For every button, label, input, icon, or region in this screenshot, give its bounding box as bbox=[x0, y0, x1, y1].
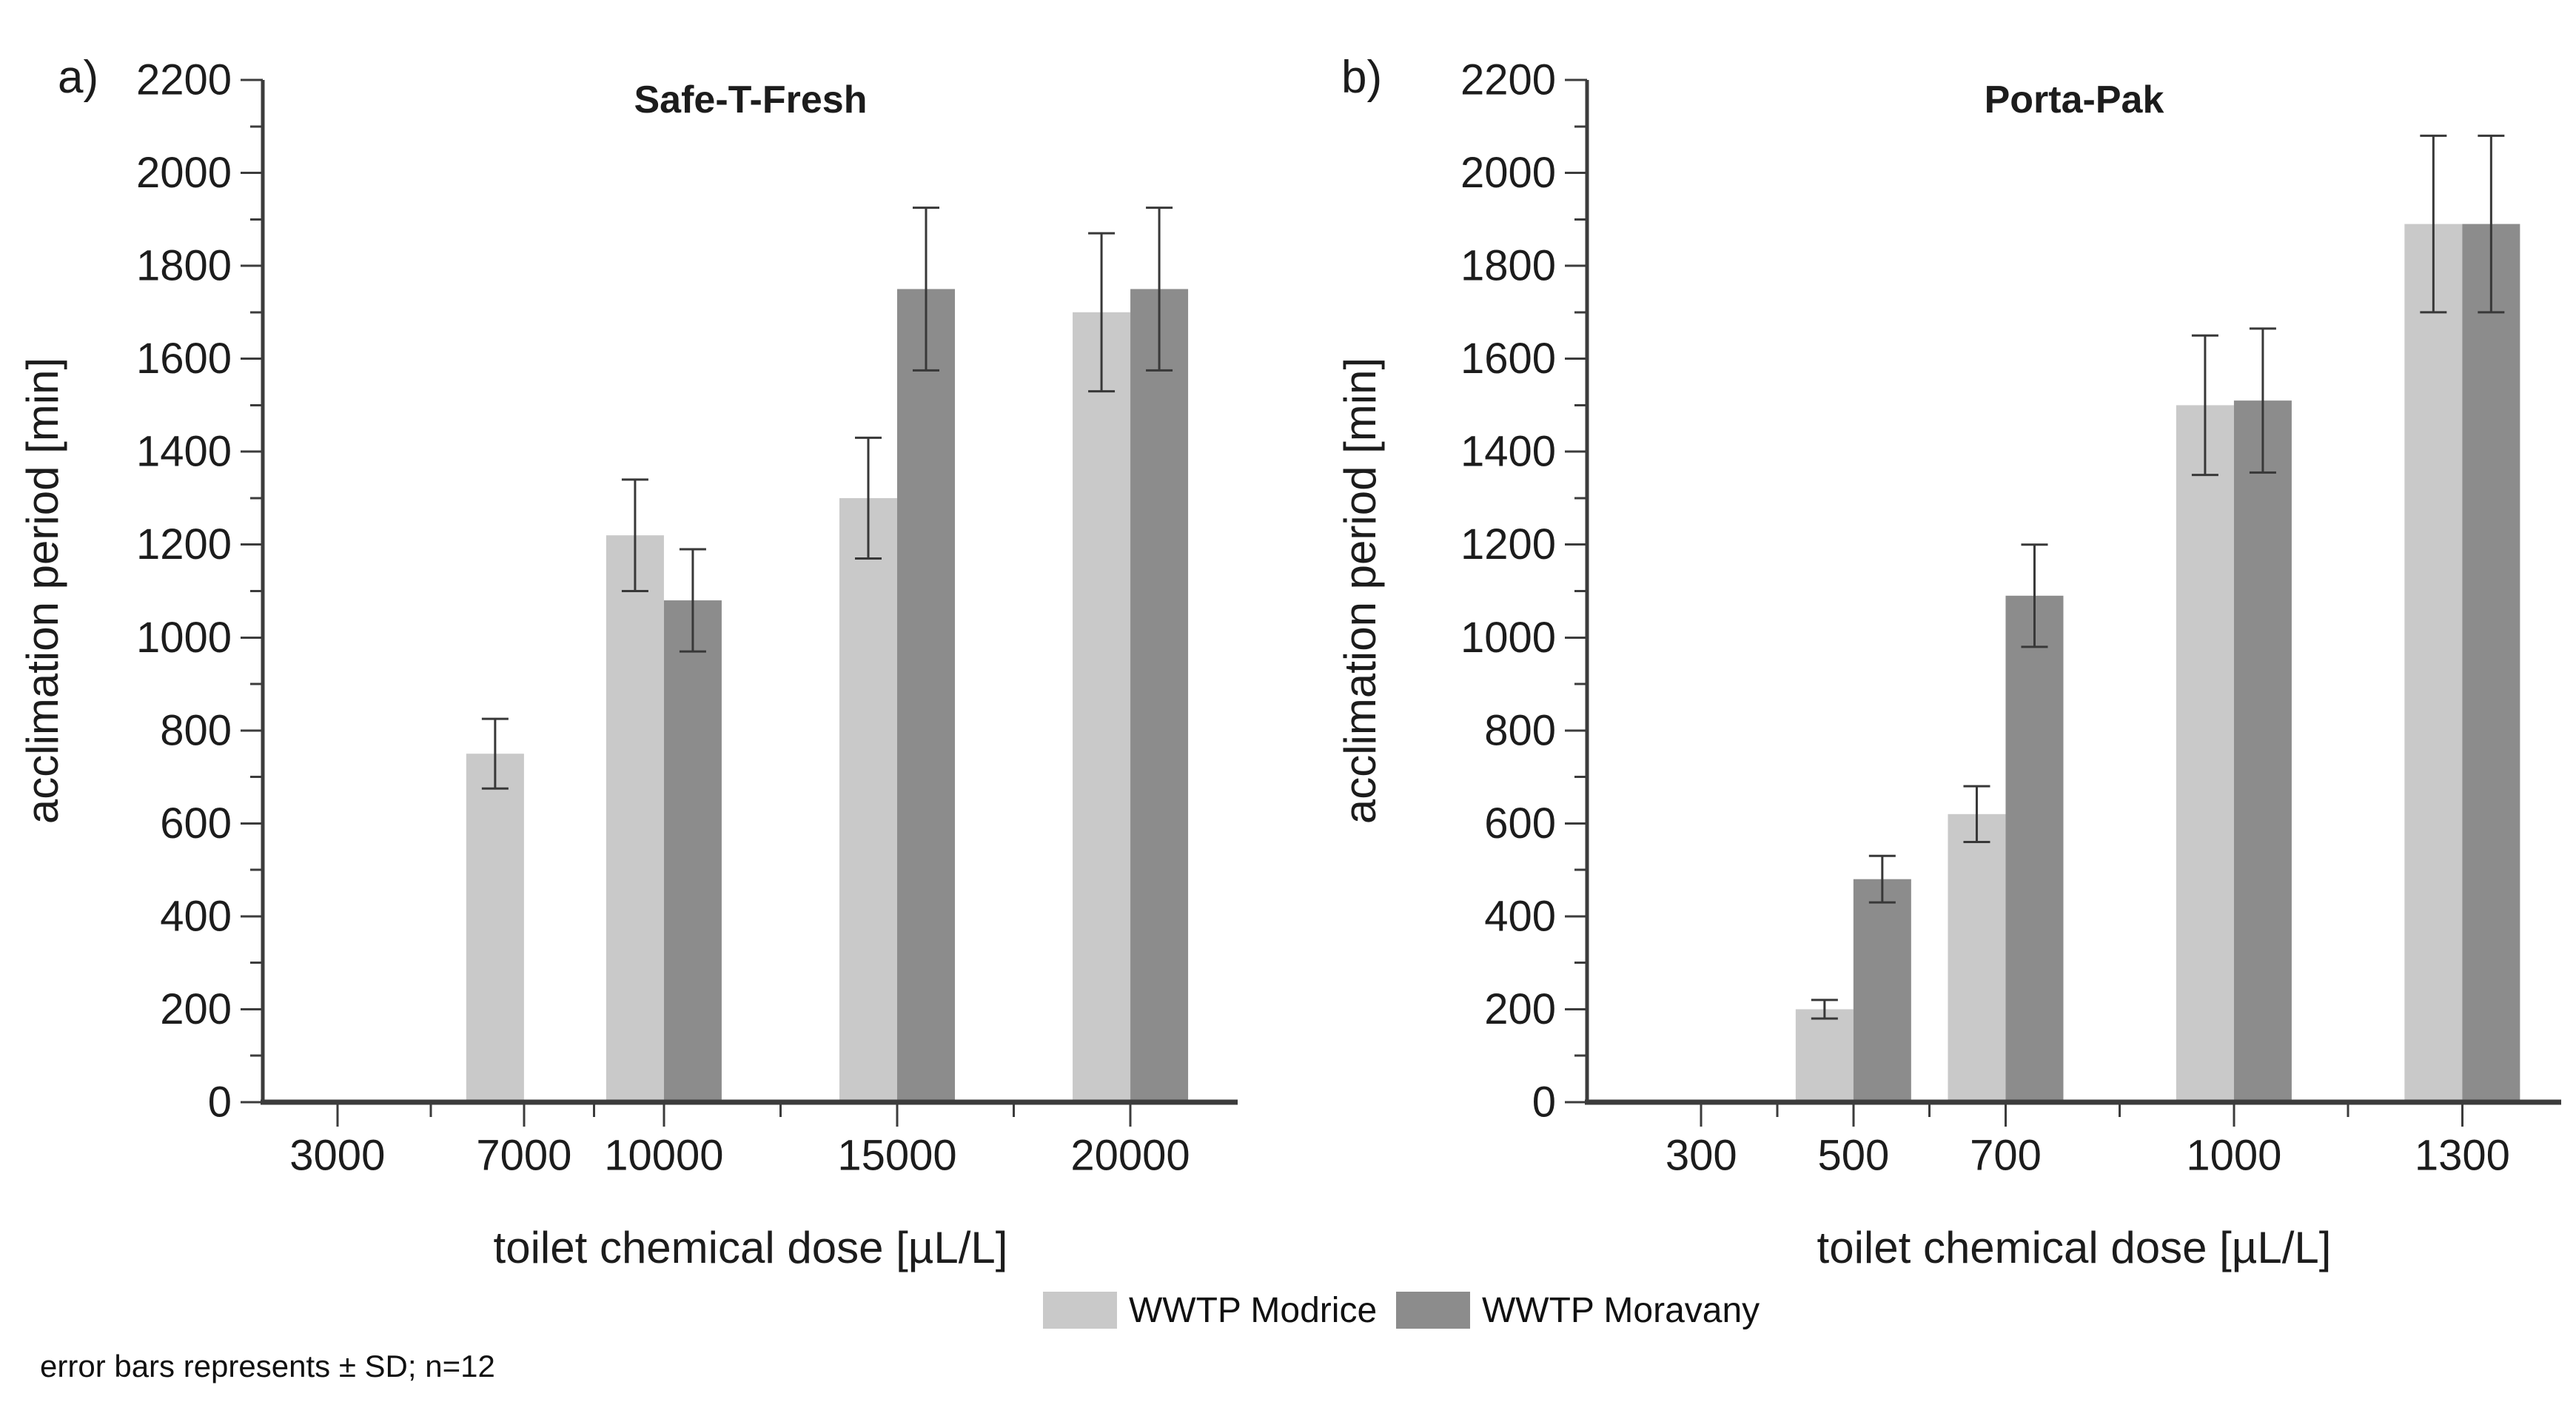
x-tick-label: 3000 bbox=[289, 1132, 385, 1180]
y-tick-label: 1000 bbox=[1460, 614, 1556, 662]
legend-swatch-modrice bbox=[1043, 1292, 1117, 1329]
bar-wwtp-modrice-700 bbox=[1948, 814, 2006, 1102]
y-tick-label: 2000 bbox=[1460, 149, 1556, 197]
bar-wwtp-modrice-500 bbox=[1795, 1009, 1854, 1102]
legend-item-modrice: WWTP Modrice bbox=[1043, 1290, 1378, 1330]
y-tick-label: 0 bbox=[208, 1078, 232, 1127]
y-tick-label: 0 bbox=[1532, 1078, 1556, 1127]
chart-a-x-axis-title: toilet chemical dose [µL/L] bbox=[494, 1223, 1008, 1272]
y-tick-label: 1000 bbox=[136, 614, 232, 662]
y-tick-label: 2200 bbox=[1460, 56, 1556, 104]
y-tick-label: 200 bbox=[1484, 985, 1556, 1033]
x-tick-label: 300 bbox=[1666, 1132, 1737, 1180]
x-tick-label: 10000 bbox=[604, 1132, 723, 1180]
y-tick-label: 1600 bbox=[1460, 335, 1556, 383]
x-tick-label: 700 bbox=[1970, 1132, 2042, 1180]
legend-label-modrice: WWTP Modrice bbox=[1129, 1290, 1378, 1330]
error-bars-a bbox=[481, 207, 1173, 790]
axes-a bbox=[241, 78, 1238, 1127]
legend-label-moravany: WWTP Moravany bbox=[1482, 1290, 1760, 1330]
x-tick-label: 500 bbox=[1817, 1132, 1889, 1180]
bars-a bbox=[466, 289, 1189, 1102]
bar-wwtp-modrice-1000 bbox=[2176, 405, 2234, 1102]
panel-letter-b: b) bbox=[1341, 52, 1382, 103]
bar-wwtp-moravany-20000 bbox=[1130, 289, 1189, 1102]
y-tick-label: 200 bbox=[160, 985, 232, 1033]
bar-wwtp-moravany-500 bbox=[1853, 879, 1911, 1102]
y-tick-label: 2200 bbox=[136, 56, 232, 104]
chart-b-plot-area: 0 200 400 600 800 1000 1200 1400 1600 1800 2000 220… bbox=[1460, 56, 2561, 1180]
error-bar-footnote: error bars represents ± SD; n=12 bbox=[40, 1349, 495, 1383]
y-tick-label: 600 bbox=[160, 799, 232, 848]
y-tick-label: 1200 bbox=[1460, 520, 1556, 568]
chart-b-y-axis-title: acclimation period [min] bbox=[1335, 358, 1385, 824]
y-tick-label: 1600 bbox=[136, 335, 232, 383]
x-tick-label: 7000 bbox=[476, 1132, 571, 1180]
legend-item-moravany: WWTP Moravany bbox=[1396, 1290, 1760, 1330]
panel-letter-a: a) bbox=[58, 52, 98, 103]
y-tick-label: 1400 bbox=[1460, 428, 1556, 476]
x-tick-label: 15000 bbox=[837, 1132, 956, 1180]
bar-wwtp-moravany-10000 bbox=[663, 600, 722, 1102]
bar-wwtp-modrice-15000 bbox=[839, 497, 897, 1102]
y-tick-label: 400 bbox=[1484, 892, 1556, 940]
chart-a-y-axis-title: acclimation period [min] bbox=[18, 358, 67, 824]
y-tick-label: 1200 bbox=[136, 520, 232, 568]
bar-wwtp-modrice-7000 bbox=[466, 754, 524, 1102]
x-tick-label: 1000 bbox=[2186, 1132, 2281, 1180]
chart-b-x-axis-title: toilet chemical dose [µL/L] bbox=[1817, 1223, 2332, 1272]
x-tick-label: 20000 bbox=[1070, 1132, 1190, 1180]
x-tick-label: 1300 bbox=[2415, 1132, 2510, 1180]
y-tick-label: 400 bbox=[160, 892, 232, 940]
bar-wwtp-moravany-1300 bbox=[2462, 224, 2520, 1102]
bar-wwtp-modrice-10000 bbox=[606, 535, 664, 1102]
y-tick-label: 800 bbox=[1484, 706, 1556, 754]
chart-a-plot-area: 0 200 400 600 800 1000 1200 1400 1600 1800 2000 220… bbox=[136, 56, 1238, 1180]
bars-b bbox=[1795, 224, 2520, 1102]
bar-wwtp-modrice-1300 bbox=[2404, 224, 2463, 1102]
axes-b bbox=[1565, 78, 2561, 1127]
bar-wwtp-moravany-1000 bbox=[2233, 400, 2292, 1102]
y-tick-label: 1400 bbox=[136, 428, 232, 476]
tick-labels-a: 0 200 400 600 800 1000 1200 1400 1600 1800 2000 220… bbox=[136, 56, 1190, 1180]
y-tick-label: 800 bbox=[160, 706, 232, 754]
error-bars-b bbox=[1811, 134, 2505, 1020]
chart-b-title: Porta-Pak bbox=[1985, 78, 2164, 121]
tick-labels-b: 0 200 400 600 800 1000 1200 1400 1600 1800 2000 220… bbox=[1460, 56, 2510, 1180]
y-tick-label: 1800 bbox=[1460, 242, 1556, 290]
y-tick-label: 600 bbox=[1484, 799, 1556, 848]
y-tick-label: 1800 bbox=[136, 242, 232, 290]
bar-wwtp-moravany-700 bbox=[2005, 595, 2064, 1102]
bar-wwtp-moravany-15000 bbox=[896, 289, 955, 1102]
bar-wwtp-modrice-20000 bbox=[1073, 312, 1131, 1102]
legend-swatch-moravany bbox=[1396, 1292, 1470, 1329]
chart-a-title: Safe-T-Fresh bbox=[634, 78, 868, 121]
y-tick-label: 2000 bbox=[136, 149, 232, 197]
